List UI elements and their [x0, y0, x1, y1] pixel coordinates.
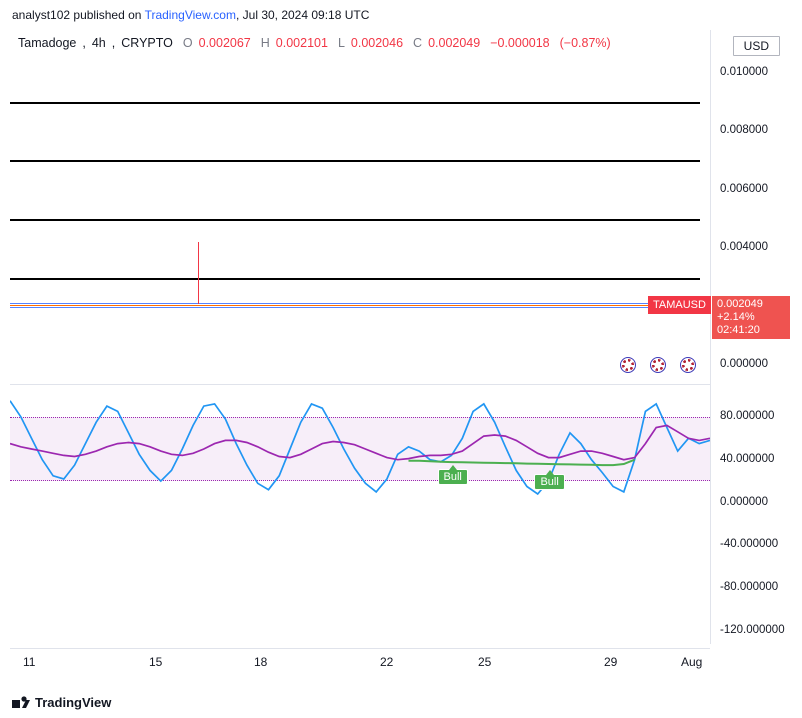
x-tick: 22 — [380, 655, 393, 669]
osc-ytick: -40.000000 — [720, 538, 778, 550]
price-ytick: 0.000000 — [720, 358, 768, 370]
x-tick: 11 — [23, 655, 35, 669]
x-tick: Aug — [681, 655, 702, 669]
x-tick: 29 — [604, 655, 617, 669]
change-pct: (−0.87%) — [560, 36, 611, 50]
close-label: C — [413, 36, 422, 50]
high-value: 0.002101 — [276, 36, 328, 50]
countdown: 02:41:20 — [717, 324, 785, 337]
pub-date: Jul 30, 2024 09:18 UTC — [243, 8, 370, 22]
resistance-line — [10, 102, 700, 104]
tv-logo-text: TradingView — [35, 695, 111, 710]
y-unit-button[interactable]: USD — [733, 36, 780, 56]
change-abs: −0.000018 — [490, 36, 549, 50]
exchange: CRYPTO — [121, 36, 173, 50]
oscillator-svg — [10, 390, 710, 642]
event-flags[interactable] — [620, 357, 696, 373]
osc-ytick: -120.000000 — [720, 624, 785, 636]
osc-ytick: 80.000000 — [720, 410, 774, 422]
osc-ytick: -80.000000 — [720, 581, 778, 593]
panel-divider[interactable] — [10, 384, 710, 385]
bull-marker: Bull — [438, 469, 468, 485]
price-ytick: 0.008000 — [720, 124, 768, 136]
price-band — [10, 303, 700, 308]
x-tick: 25 — [478, 655, 491, 669]
interval: 4h — [92, 36, 106, 50]
price-ytick: 0.004000 — [720, 241, 768, 253]
low-label: L — [338, 36, 345, 50]
author: analyst102 — [12, 8, 70, 22]
price-ytick: 0.010000 — [720, 66, 768, 78]
resistance-line — [10, 219, 700, 221]
open-label: O — [183, 36, 193, 50]
last-price: 0.002049 — [717, 298, 785, 311]
oscillator-chart[interactable]: Bull Bull — [10, 390, 710, 642]
resistance-line — [10, 278, 700, 280]
open-value: 0.002067 — [199, 36, 251, 50]
publish-header: analyst102 published on TradingView.com,… — [12, 8, 369, 22]
axis-separator — [710, 30, 711, 644]
osc-ytick: 0.000000 — [720, 496, 768, 508]
close-value: 0.002049 — [428, 36, 480, 50]
flag-icon[interactable] — [620, 357, 636, 373]
candle-wick — [198, 242, 199, 303]
resistance-line — [10, 160, 700, 162]
symbol-legend: Tamadoge, 4h, CRYPTO O0.002067 H0.002101… — [18, 36, 611, 50]
price-chart[interactable] — [10, 58, 710, 380]
symbol-price-tag: TAMAUSD — [648, 296, 711, 314]
price-ytick: 0.006000 — [720, 183, 768, 195]
last-change: +2.14% — [717, 311, 785, 324]
pub-verb: published on — [73, 8, 141, 22]
x-tick: 18 — [254, 655, 267, 669]
flag-icon[interactable] — [650, 357, 666, 373]
x-tick: 15 — [149, 655, 162, 669]
last-price-tag: 0.002049+2.14%02:41:20 — [712, 296, 790, 339]
low-value: 0.002046 — [351, 36, 403, 50]
site-link[interactable]: TradingView.com — [145, 8, 236, 22]
bull-marker: Bull — [534, 474, 564, 490]
high-label: H — [261, 36, 270, 50]
tv-logo-icon — [12, 696, 30, 710]
oscillator-y-axis[interactable]: 80.000000 40.000000 0.000000 -40.000000 -80.… — [712, 390, 798, 642]
osc-ytick: 40.000000 — [720, 453, 774, 465]
tradingview-logo[interactable]: TradingView — [12, 695, 111, 710]
symbol-name[interactable]: Tamadoge — [18, 36, 76, 50]
flag-icon[interactable] — [680, 357, 696, 373]
stoch-d-line — [10, 425, 710, 459]
time-axis[interactable]: 11 15 18 22 25 29 Aug — [10, 648, 710, 674]
